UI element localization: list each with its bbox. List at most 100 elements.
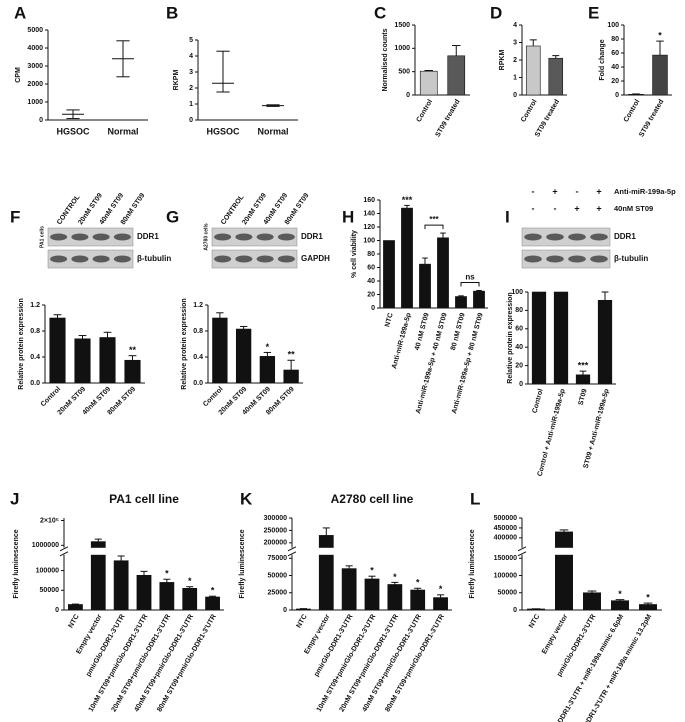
significance: * bbox=[416, 578, 420, 588]
bar bbox=[383, 240, 395, 309]
y-tick-label: 300000 bbox=[264, 515, 287, 522]
significance: ** bbox=[288, 350, 296, 360]
bar-break bbox=[90, 547, 107, 555]
significance: * bbox=[646, 592, 650, 602]
treatment-sign: - bbox=[554, 203, 557, 213]
y-tick-label: 0.0 bbox=[193, 380, 203, 387]
bar bbox=[318, 535, 334, 611]
treatment-sign: - bbox=[532, 203, 535, 213]
x-tick-label: ST09 bbox=[578, 388, 589, 406]
x-tick-label: 80 nM ST09 bbox=[450, 312, 467, 351]
y-tick-label: 500 bbox=[398, 69, 410, 76]
y-tick-label: 60 bbox=[611, 50, 619, 57]
blot-band bbox=[524, 255, 542, 263]
bar bbox=[553, 291, 569, 385]
y-tick-label: 25000 bbox=[268, 590, 288, 597]
blot-band bbox=[256, 255, 274, 263]
blot-band bbox=[92, 255, 110, 263]
bar bbox=[652, 54, 668, 96]
panel-letter: I bbox=[505, 207, 510, 226]
significance: *** bbox=[578, 360, 589, 370]
y-tick-label: 0 bbox=[371, 305, 375, 312]
panel-letter: L bbox=[470, 489, 480, 508]
treatment-name: Anti-miR-199a-5p bbox=[614, 187, 676, 196]
y-axis-label: Relative protein expression bbox=[18, 298, 25, 389]
y-tick-label: 250000 bbox=[264, 527, 287, 534]
y-tick-label: 60 bbox=[367, 264, 375, 271]
protein-label: β-tubulin bbox=[137, 254, 171, 263]
panel-letter: F bbox=[10, 207, 20, 226]
chart-title: A2780 cell line bbox=[331, 492, 414, 506]
y-axis-label: CPM bbox=[15, 67, 22, 83]
significance: *** bbox=[402, 195, 413, 205]
y-tick-label: 2 bbox=[189, 85, 193, 92]
x-tick-label: 40 nM ST09 bbox=[414, 312, 431, 351]
y-tick-label: 400000 bbox=[494, 535, 517, 542]
x-tick-label: NTC bbox=[67, 613, 80, 629]
y-tick-label: 450000 bbox=[494, 525, 517, 532]
y-tick-label: 0.4 bbox=[30, 354, 40, 361]
y-tick-label: 150000 bbox=[494, 555, 517, 562]
y-tick-label: 2 bbox=[513, 57, 517, 64]
significance: ** bbox=[129, 345, 137, 355]
bar bbox=[447, 55, 466, 96]
bar bbox=[597, 299, 613, 385]
treatment-sign: + bbox=[552, 186, 557, 196]
protein-label: GAPDH bbox=[301, 254, 330, 263]
x-tick-label: Normal bbox=[107, 126, 138, 136]
treatment-sign: - bbox=[532, 186, 535, 196]
blot-strip bbox=[521, 227, 611, 247]
y-tick-label: 80 bbox=[515, 307, 523, 314]
y-tick-label: 5000 bbox=[27, 27, 43, 34]
y-tick-label: 50000 bbox=[40, 587, 60, 594]
y-tick-label: 140 bbox=[363, 210, 375, 217]
y-tick-label: 40 bbox=[515, 344, 523, 351]
bar bbox=[296, 608, 311, 611]
y-tick-label: 1 bbox=[513, 74, 517, 81]
y-tick-label: 0 bbox=[283, 607, 287, 614]
panel-letter: D bbox=[490, 3, 502, 22]
y-tick-label: 1000 bbox=[394, 45, 410, 52]
bar bbox=[136, 575, 152, 611]
bar bbox=[49, 317, 66, 384]
significance: * bbox=[211, 586, 215, 596]
x-tick-label: NTC bbox=[528, 613, 541, 629]
y-tick-label: 20 bbox=[515, 362, 523, 369]
blot-strip bbox=[211, 227, 298, 247]
y-axis-label: Relative protein expression bbox=[181, 298, 188, 389]
significance: * bbox=[618, 589, 622, 599]
y-tick-label: 4 bbox=[513, 22, 517, 29]
chart-title: PA1 cell line bbox=[109, 492, 179, 506]
bar bbox=[410, 589, 426, 611]
significance: * bbox=[370, 566, 374, 576]
blot-band bbox=[214, 255, 232, 263]
x-tick-label: Normal bbox=[257, 126, 288, 136]
bar bbox=[575, 374, 591, 385]
sample-label: PA1 cells bbox=[39, 226, 45, 248]
significance: * bbox=[266, 342, 270, 352]
panel-letter: E bbox=[588, 3, 599, 22]
y-tick-label: 50000 bbox=[498, 590, 518, 597]
y-axis-label: Fold change bbox=[599, 39, 606, 80]
bar bbox=[433, 597, 448, 611]
blot-band bbox=[113, 233, 131, 241]
y-axis-label: Normalised counts bbox=[382, 28, 389, 91]
blot-band bbox=[92, 233, 110, 241]
blot-band bbox=[235, 233, 253, 241]
treatment-sign: - bbox=[576, 186, 579, 196]
bar bbox=[212, 317, 228, 384]
y-tick-label: 3000 bbox=[27, 63, 43, 70]
blot-band bbox=[113, 255, 131, 263]
axis-break bbox=[287, 546, 297, 557]
y-tick-label: 100 bbox=[511, 289, 523, 296]
bar bbox=[182, 588, 198, 611]
significance: * bbox=[165, 569, 169, 579]
y-tick-label: 40 bbox=[367, 278, 375, 285]
y-tick-label: 0 bbox=[55, 607, 59, 614]
bar bbox=[611, 600, 629, 611]
blot-band bbox=[546, 255, 564, 263]
bar bbox=[639, 604, 657, 611]
bar bbox=[68, 604, 83, 611]
y-tick-label: 500000 bbox=[494, 515, 517, 522]
